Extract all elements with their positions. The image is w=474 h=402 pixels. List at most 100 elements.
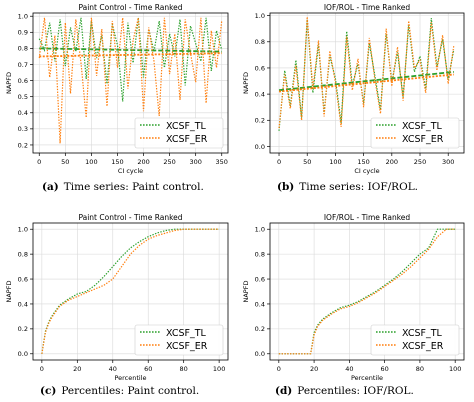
legend-label: XCSF_ER bbox=[402, 134, 444, 145]
y-tick-label: 0.8 bbox=[18, 45, 28, 53]
y-tick-label: 0.3 bbox=[18, 125, 28, 133]
x-axis-label: CI cycle bbox=[118, 167, 143, 175]
trend-line-xcsf-tl bbox=[278, 70, 454, 92]
x-tick-label: 100 bbox=[329, 158, 341, 166]
y-tick-label: 0.8 bbox=[18, 250, 28, 258]
y-axis-label: NAPFD bbox=[5, 72, 13, 94]
chart-2: 0 20 40 60 80 100 0.0 0.2 0.4 0.6 0.8 1.0 Paint Cont… bbox=[5, 213, 229, 382]
y-tick-label: 1.0 bbox=[255, 226, 265, 234]
caption-b: (b) Time series: IOF/ROL. bbox=[277, 181, 418, 193]
x-tick-label: 100 bbox=[213, 365, 225, 373]
caption-b-text: Time series: IOF/ROL. bbox=[299, 181, 419, 193]
x-tick-label: 80 bbox=[180, 365, 188, 373]
chart-title: IOF/ROL - Time Ranked bbox=[324, 3, 411, 12]
x-tick-label: 80 bbox=[416, 365, 424, 373]
plot-frame bbox=[269, 222, 465, 361]
y-axis-label: NAPFD bbox=[242, 72, 250, 94]
y-tick-label: 0.8 bbox=[255, 38, 265, 46]
x-tick-label: 60 bbox=[144, 365, 152, 373]
series-line-xcsf-er bbox=[278, 228, 456, 355]
series-line-xcsf-tl bbox=[41, 228, 220, 354]
legend: XCSF_TL XCSF_ER bbox=[134, 324, 224, 356]
series-line-xcsf-er bbox=[38, 17, 223, 144]
legend-label: XCSF_ER bbox=[166, 341, 208, 352]
trend-line-xcsf-tl bbox=[39, 47, 222, 53]
caption-d: (d) Percentiles: IOF/ROL. bbox=[275, 385, 414, 397]
y-tick-label: 0.2 bbox=[18, 325, 28, 333]
caption-a-text: Time series: Paint control. bbox=[63, 181, 204, 193]
x-tick-label: 200 bbox=[137, 158, 149, 166]
legend-label: XCSF_TL bbox=[402, 121, 442, 132]
y-tick-label: 0.4 bbox=[255, 300, 265, 308]
chart-3: 0 20 40 60 80 100 0.0 0.2 0.4 0.6 0.8 1.0 IOF/ROL - … bbox=[242, 213, 465, 382]
chart-0: 0 50 100 150 200 250 300 350 0.2 0.3 0.4 0.5 0.6 0.7 0… bbox=[5, 3, 229, 175]
x-tick-label: 250 bbox=[163, 158, 175, 166]
plot-frame bbox=[269, 12, 465, 154]
y-tick-label: 1.0 bbox=[255, 12, 265, 20]
x-tick-label: 20 bbox=[73, 365, 81, 373]
y-tick-label: 0.2 bbox=[255, 325, 265, 333]
plot-frame bbox=[32, 12, 229, 154]
x-tick-label: 0 bbox=[37, 158, 41, 166]
x-tick-label: 100 bbox=[85, 158, 97, 166]
trend-line-xcsf-er bbox=[39, 52, 222, 58]
y-axis-label: NAPFD bbox=[5, 281, 13, 303]
series-line-xcsf-tl bbox=[38, 17, 223, 102]
caption-d-label: (d) bbox=[275, 385, 293, 397]
caption-d-text: Percentiles: IOF/ROL. bbox=[297, 385, 414, 397]
y-tick-label: 0.6 bbox=[255, 64, 265, 72]
y-tick-label: 0.9 bbox=[18, 29, 28, 37]
chart-title: Paint Control - Time Ranked bbox=[78, 3, 182, 12]
x-tick-label: 50 bbox=[61, 158, 69, 166]
caption-c-text: Percentiles: Paint control. bbox=[61, 385, 200, 397]
x-tick-label: 200 bbox=[386, 158, 398, 166]
y-tick-label: 0.6 bbox=[18, 77, 28, 85]
x-tick-label: 250 bbox=[414, 158, 426, 166]
y-axis-label: NAPFD bbox=[242, 281, 250, 303]
y-tick-label: 1.0 bbox=[18, 226, 28, 234]
legend-label: XCSF_TL bbox=[166, 121, 206, 132]
chart-title: IOF/ROL - Time Ranked bbox=[324, 213, 411, 222]
legend: XCSF_TL XCSF_ER bbox=[370, 117, 460, 149]
y-tick-label: 0.7 bbox=[18, 61, 28, 69]
x-tick-label: 150 bbox=[111, 158, 123, 166]
legend-label: XCSF_TL bbox=[166, 328, 206, 339]
y-tick-label: 0.5 bbox=[18, 93, 28, 101]
y-tick-label: 0.6 bbox=[18, 275, 28, 283]
legend-box bbox=[370, 324, 460, 356]
y-tick-label: 0.2 bbox=[18, 141, 28, 149]
plot-frame bbox=[32, 222, 229, 361]
x-tick-label: 150 bbox=[357, 158, 369, 166]
y-tick-label: 0.0 bbox=[255, 350, 265, 358]
legend-box bbox=[134, 324, 224, 356]
legend: XCSF_TL XCSF_ER bbox=[134, 117, 224, 149]
legend-box bbox=[134, 117, 224, 149]
caption-b-label: (b) bbox=[277, 181, 295, 193]
caption-a-label: (a) bbox=[42, 181, 59, 193]
y-tick-label: 0.4 bbox=[18, 300, 28, 308]
y-tick-label: 0.2 bbox=[255, 117, 265, 125]
x-tick-label: 60 bbox=[380, 365, 388, 373]
legend-box bbox=[370, 117, 460, 149]
y-tick-label: 0.4 bbox=[18, 109, 28, 117]
caption-c-label: (c) bbox=[40, 385, 57, 397]
caption-c: (c) Percentiles: Paint control. bbox=[40, 385, 199, 397]
series-line-xcsf-er bbox=[278, 16, 455, 129]
x-tick-label: 0 bbox=[277, 158, 281, 166]
legend-label: XCSF_ER bbox=[166, 134, 208, 145]
x-tick-label: 300 bbox=[442, 158, 454, 166]
trend-line-xcsf-er bbox=[278, 73, 454, 93]
y-tick-label: 0.0 bbox=[255, 143, 265, 151]
x-tick-label: 40 bbox=[109, 365, 117, 373]
x-tick-label: 100 bbox=[449, 365, 461, 373]
y-tick-label: 0.6 bbox=[255, 275, 265, 283]
y-tick-label: 0.8 bbox=[255, 250, 265, 258]
x-tick-label: 40 bbox=[345, 365, 353, 373]
x-axis-label: Percentile bbox=[114, 374, 146, 382]
x-tick-label: 50 bbox=[303, 158, 311, 166]
y-tick-label: 0.0 bbox=[18, 350, 28, 358]
x-tick-label: 350 bbox=[216, 158, 228, 166]
x-tick-label: 0 bbox=[40, 365, 44, 373]
chart-1: 0 50 100 150 200 250 300 0.0 0.2 0.4 0.6 0.8 1.0 IOF/… bbox=[242, 3, 465, 175]
